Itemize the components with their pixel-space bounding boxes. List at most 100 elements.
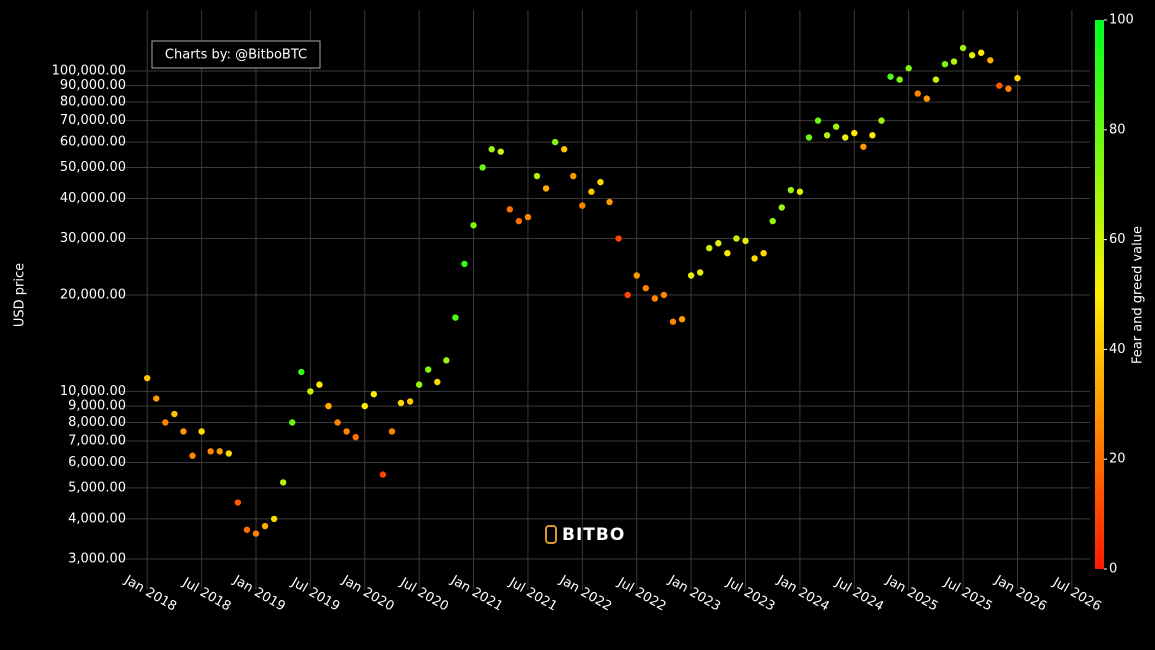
point [968,52,976,59]
point [660,291,668,299]
point [769,217,776,225]
point [678,316,686,323]
point [189,452,196,459]
colorbar-tick-label: 60 [1109,232,1126,247]
point [225,450,232,457]
point [905,65,912,72]
point [932,76,940,83]
point [733,235,740,242]
y-tick-label: 9,000.00 [68,399,126,414]
point [325,402,332,410]
point [171,410,178,418]
point [234,499,242,506]
x-tick-label: Jan 2020 [339,572,397,614]
colorbar-tick-label: 100 [1109,13,1134,28]
point [896,76,903,83]
colorbar-tick-label: 40 [1109,342,1126,357]
annotation: Charts by: @BitboBTC [151,40,321,69]
point [669,318,677,325]
point [443,357,450,364]
point [579,202,586,209]
colorbar-tick-label: 80 [1109,122,1126,137]
point [252,530,260,537]
point [425,366,432,373]
point [751,255,758,262]
point [316,381,323,388]
point [370,391,378,398]
point [415,381,423,388]
x-tick-label: Jan 2025 [882,572,940,614]
point [470,222,477,229]
point [914,90,921,97]
x-tick-label: Jul 2020 [397,575,451,615]
point [162,419,169,426]
point [216,448,223,455]
x-tick-label: Jul 2025 [941,575,995,615]
point [289,419,296,426]
x-tick-label: Jul 2022 [614,575,668,615]
x-tick-label: Jul 2026 [1049,575,1103,615]
point [987,57,994,64]
point [1014,74,1021,82]
y-tick-label: 4,000.00 [68,511,126,526]
y-axis-label: USD price [13,263,28,327]
point [869,132,876,139]
point [923,95,931,102]
y-tick-label: 7,000.00 [68,434,126,449]
point [243,526,251,533]
point [388,428,396,435]
y-tick-label: 30,000.00 [60,231,126,246]
point [878,117,885,124]
point [796,188,804,195]
x-tick-label: Jul 2023 [723,575,777,615]
y-tick-label: 80,000.00 [60,95,126,110]
colorbar-tick-label: 0 [1109,562,1117,577]
x-tick-label: Jan 2022 [556,572,614,614]
point [198,428,205,435]
point [397,399,405,407]
point [1005,85,1012,92]
x-tick-label: Jan 2023 [665,572,723,614]
point [887,73,894,80]
y-tick-label: 8,000.00 [68,415,126,430]
point [950,58,958,65]
point [542,185,550,192]
point [787,186,795,194]
x-tick-label: Jul 2018 [179,575,233,615]
y-tick-label: 6,000.00 [68,455,126,470]
point [361,402,368,410]
point [696,269,704,276]
y-tick-label: 20,000.00 [60,287,126,302]
annotation-box [151,40,321,69]
point [452,314,459,321]
point [778,204,785,211]
y-tick-label: 90,000.00 [60,78,126,93]
point [270,515,278,523]
point [379,471,387,478]
point [615,235,622,242]
point [851,129,858,137]
point [506,206,514,213]
point [597,178,604,186]
point [823,132,831,139]
y-tick-label: 60,000.00 [60,135,126,150]
x-tick-label: Jan 2024 [774,572,832,614]
point [343,428,350,435]
x-tick-label: Jul 2019 [288,575,342,615]
point [633,272,640,279]
point [996,82,1003,89]
point [524,213,532,221]
point [180,428,187,435]
point [642,284,649,292]
point [570,172,577,180]
point [488,146,495,153]
point [334,419,341,426]
point [624,291,631,299]
point [715,240,722,247]
point [406,398,414,405]
y-tick-label: 5,000.00 [68,480,126,495]
point [434,378,441,386]
point [207,448,214,455]
point [687,272,695,279]
point [461,260,468,268]
